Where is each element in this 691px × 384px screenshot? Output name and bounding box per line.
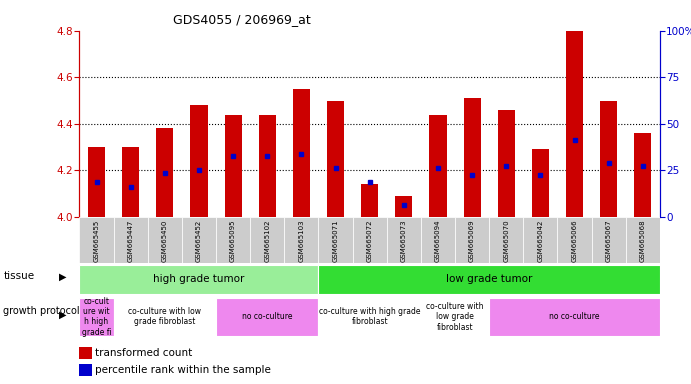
Bar — [148, 217, 182, 263]
Bar — [319, 217, 352, 263]
Text: percentile rank within the sample: percentile rank within the sample — [95, 365, 272, 375]
Text: GSM665042: GSM665042 — [538, 219, 543, 262]
Text: no co-culture: no co-culture — [549, 312, 600, 321]
Bar — [79, 298, 113, 336]
Bar — [225, 114, 242, 217]
Text: high grade tumor: high grade tumor — [153, 274, 245, 285]
Bar — [113, 217, 148, 263]
Bar — [532, 149, 549, 217]
Bar — [566, 31, 583, 217]
Bar — [319, 265, 660, 294]
Text: GSM665094: GSM665094 — [435, 219, 441, 262]
Bar — [156, 129, 173, 217]
Bar — [88, 147, 105, 217]
Text: GSM665067: GSM665067 — [606, 219, 612, 262]
Text: tissue: tissue — [3, 271, 35, 281]
Bar — [113, 298, 216, 336]
Text: GSM665070: GSM665070 — [503, 219, 509, 262]
Text: GSM665102: GSM665102 — [264, 219, 270, 262]
Text: GSM665072: GSM665072 — [367, 219, 372, 262]
Text: GSM665452: GSM665452 — [196, 219, 202, 262]
Bar — [498, 110, 515, 217]
Text: GSM665068: GSM665068 — [640, 219, 646, 262]
Text: GSM665095: GSM665095 — [230, 219, 236, 262]
Text: low grade tumor: low grade tumor — [446, 274, 532, 285]
Text: GSM665073: GSM665073 — [401, 219, 407, 262]
Bar — [352, 217, 387, 263]
Bar — [421, 298, 489, 336]
Bar — [216, 298, 319, 336]
Text: co-culture with high grade
fibroblast: co-culture with high grade fibroblast — [319, 307, 420, 326]
Bar — [250, 217, 284, 263]
Bar — [626, 217, 660, 263]
Bar — [591, 217, 626, 263]
Bar — [191, 105, 207, 217]
Bar — [395, 196, 413, 217]
Bar — [319, 298, 421, 336]
Bar — [523, 217, 558, 263]
Bar — [361, 184, 378, 217]
Text: no co-culture: no co-culture — [242, 312, 292, 321]
Text: GDS4055 / 206969_at: GDS4055 / 206969_at — [173, 13, 310, 26]
Bar — [489, 217, 523, 263]
Bar — [455, 217, 489, 263]
Text: transformed count: transformed count — [95, 348, 193, 358]
Bar — [387, 217, 421, 263]
Bar — [258, 114, 276, 217]
Bar — [600, 101, 617, 217]
Text: GSM665071: GSM665071 — [332, 219, 339, 262]
Bar — [182, 217, 216, 263]
Bar — [421, 217, 455, 263]
Bar — [429, 114, 446, 217]
Bar — [558, 217, 591, 263]
Bar — [284, 217, 319, 263]
Text: GSM665066: GSM665066 — [571, 219, 578, 262]
Bar — [464, 98, 481, 217]
Bar — [327, 101, 344, 217]
Text: GSM665447: GSM665447 — [128, 219, 133, 262]
Text: GSM665069: GSM665069 — [469, 219, 475, 262]
Text: co-cult
ure wit
h high
grade fi: co-cult ure wit h high grade fi — [82, 297, 111, 337]
Text: co-culture with
low grade
fibroblast: co-culture with low grade fibroblast — [426, 302, 484, 332]
Bar — [79, 265, 319, 294]
Text: GSM665450: GSM665450 — [162, 219, 168, 262]
Text: co-culture with low
grade fibroblast: co-culture with low grade fibroblast — [129, 307, 201, 326]
Bar — [489, 298, 660, 336]
Text: GSM665455: GSM665455 — [93, 219, 100, 262]
Text: ▶: ▶ — [59, 271, 66, 281]
Bar — [216, 217, 250, 263]
Text: GSM665103: GSM665103 — [299, 219, 305, 262]
Text: growth protocol: growth protocol — [3, 306, 80, 316]
Bar — [122, 147, 139, 217]
Bar — [79, 217, 113, 263]
Text: ▶: ▶ — [59, 310, 66, 320]
Bar — [634, 133, 652, 217]
Bar — [293, 89, 310, 217]
